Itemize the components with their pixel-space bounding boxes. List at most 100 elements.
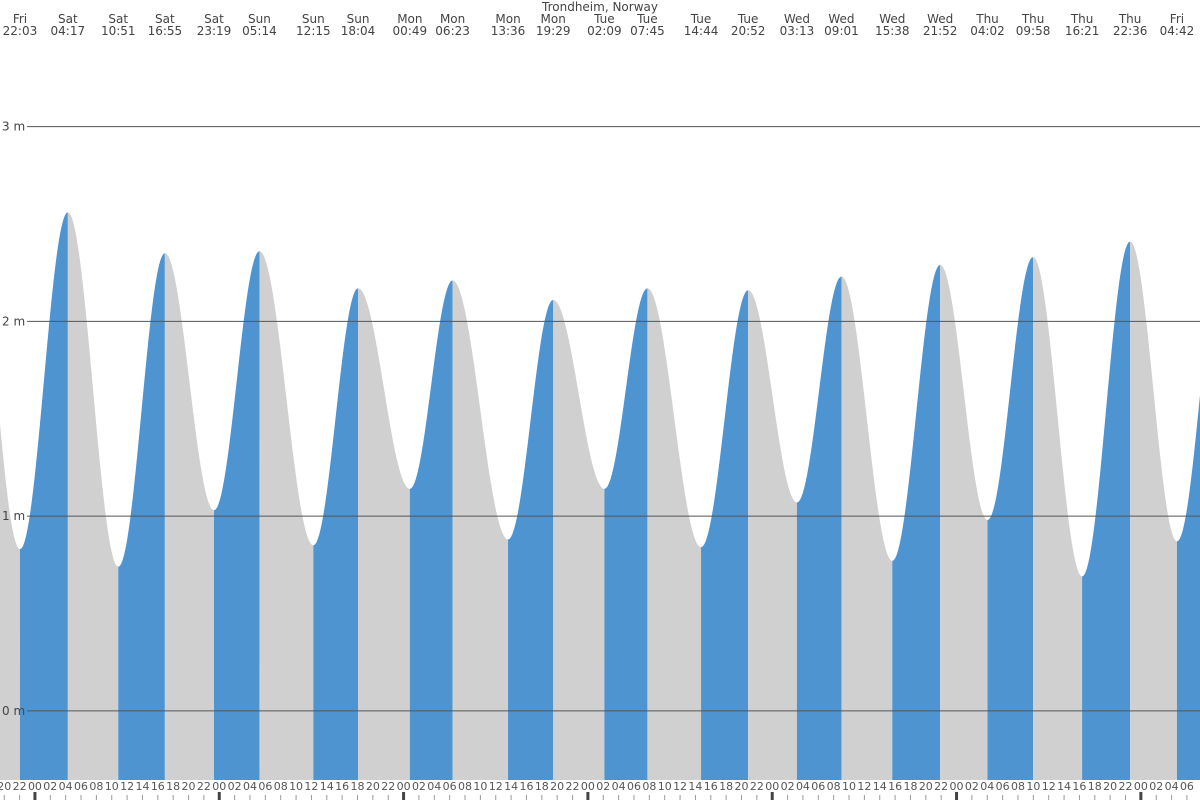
x-tick-label: 06 bbox=[996, 780, 1010, 793]
x-tick-label: 04 bbox=[612, 780, 626, 793]
extreme-time: 09:58 bbox=[1016, 24, 1051, 38]
extreme-time: 02:09 bbox=[587, 24, 622, 38]
x-tick-label: 14 bbox=[688, 780, 702, 793]
y-tick-label: 2 m bbox=[2, 314, 25, 328]
x-tick-label: 00 bbox=[765, 780, 779, 793]
extreme-day: Wed bbox=[927, 12, 953, 26]
x-tick-label: 12 bbox=[120, 780, 134, 793]
extreme-day: Sat bbox=[108, 12, 128, 26]
extreme-day: Thu bbox=[1021, 12, 1045, 26]
falling-tide bbox=[0, 424, 20, 780]
x-tick-label: 14 bbox=[320, 780, 334, 793]
x-tick-label: 10 bbox=[842, 780, 856, 793]
x-tick-label: 12 bbox=[1042, 780, 1056, 793]
y-tick-label: 3 m bbox=[2, 120, 25, 134]
x-tick-label: 00 bbox=[212, 780, 226, 793]
falling-tide bbox=[1130, 241, 1177, 780]
extreme-day: Sun bbox=[302, 12, 325, 26]
x-tick-label: 12 bbox=[489, 780, 503, 793]
x-tick-label: 04 bbox=[243, 780, 257, 793]
x-tick-label: 02 bbox=[228, 780, 242, 793]
extreme-day: Tue bbox=[690, 12, 712, 26]
extreme-time: 10:51 bbox=[101, 24, 136, 38]
x-tick-label: 20 bbox=[550, 780, 564, 793]
x-tick-label: 08 bbox=[827, 780, 841, 793]
extreme-day: Fri bbox=[1170, 12, 1184, 26]
extreme-day: Sun bbox=[248, 12, 271, 26]
falling-tide bbox=[358, 288, 410, 780]
x-tick-label: 18 bbox=[166, 780, 180, 793]
x-tick-label: 06 bbox=[74, 780, 88, 793]
x-tick-label: 18 bbox=[903, 780, 917, 793]
rising-tide bbox=[604, 288, 648, 780]
x-tick-label: 18 bbox=[351, 780, 365, 793]
x-tick-label: 10 bbox=[105, 780, 119, 793]
x-tick-label: 14 bbox=[873, 780, 887, 793]
extreme-day: Sat bbox=[204, 12, 224, 26]
extreme-time: 03:13 bbox=[780, 24, 815, 38]
x-tick-label: 10 bbox=[1026, 780, 1040, 793]
rising-tide bbox=[508, 299, 554, 780]
x-tick-label: 20 bbox=[1103, 780, 1117, 793]
extreme-time: 14:44 bbox=[684, 24, 719, 38]
falling-tide bbox=[748, 290, 797, 780]
extreme-day: Mon bbox=[495, 12, 520, 26]
extreme-time: 13:36 bbox=[491, 24, 526, 38]
x-tick-label: 22 bbox=[381, 780, 395, 793]
x-tick-label: 02 bbox=[596, 780, 610, 793]
x-tick-label: 22 bbox=[197, 780, 211, 793]
extreme-day: Tue bbox=[636, 12, 658, 26]
x-tick-label: 20 bbox=[919, 780, 933, 793]
x-tick-label: 04 bbox=[1165, 780, 1179, 793]
extreme-time: 22:03 bbox=[3, 24, 38, 38]
x-tick-label: 18 bbox=[535, 780, 549, 793]
extreme-day: Tue bbox=[593, 12, 615, 26]
x-tick-label: 06 bbox=[443, 780, 457, 793]
rising-tide bbox=[701, 290, 749, 780]
extreme-time: 21:52 bbox=[923, 24, 958, 38]
extreme-day: Thu bbox=[1118, 12, 1142, 26]
x-tick-label: 02 bbox=[43, 780, 57, 793]
rising-tide bbox=[987, 257, 1034, 781]
chart-title: Trondheim, Norway bbox=[541, 0, 658, 14]
x-tick-label: 22 bbox=[566, 780, 580, 793]
x-tick-label: 20 bbox=[0, 780, 11, 793]
extreme-time: 12:15 bbox=[296, 24, 331, 38]
x-tick-label: 00 bbox=[581, 780, 595, 793]
x-tick-label: 12 bbox=[673, 780, 687, 793]
extreme-day: Tue bbox=[737, 12, 759, 26]
rising-tide bbox=[19, 212, 68, 780]
x-tick-label: 08 bbox=[89, 780, 103, 793]
extreme-time: 20:52 bbox=[731, 24, 766, 38]
x-tick-label: 02 bbox=[1149, 780, 1163, 793]
extreme-day: Thu bbox=[975, 12, 999, 26]
x-tick-label: 16 bbox=[151, 780, 165, 793]
x-tick-label: 18 bbox=[1088, 780, 1102, 793]
extreme-day: Mon bbox=[541, 12, 566, 26]
x-tick-label: 04 bbox=[59, 780, 73, 793]
extreme-day: Mon bbox=[397, 12, 422, 26]
extreme-day: Sun bbox=[347, 12, 370, 26]
extreme-day: Sat bbox=[155, 12, 175, 26]
x-tick-label: 22 bbox=[1119, 780, 1133, 793]
x-tick-label: 10 bbox=[289, 780, 303, 793]
x-tick-label: 06 bbox=[1180, 780, 1194, 793]
x-tick-label: 18 bbox=[719, 780, 733, 793]
x-tick-label: 00 bbox=[950, 780, 964, 793]
falling-tide bbox=[67, 212, 119, 780]
extreme-day: Wed bbox=[828, 12, 854, 26]
rising-tide bbox=[313, 288, 359, 780]
rising-tide bbox=[1176, 395, 1200, 780]
x-tick-label: 14 bbox=[1057, 780, 1071, 793]
x-tick-label: 00 bbox=[397, 780, 411, 793]
extreme-day: Wed bbox=[784, 12, 810, 26]
extreme-time: 18:04 bbox=[341, 24, 376, 38]
y-tick-label: 0 m bbox=[2, 704, 25, 718]
y-tick-label: 1 m bbox=[2, 509, 25, 523]
extreme-day: Wed bbox=[879, 12, 905, 26]
x-tick-label: 00 bbox=[1134, 780, 1148, 793]
x-tick-label: 12 bbox=[304, 780, 318, 793]
x-tick-label: 20 bbox=[182, 780, 196, 793]
